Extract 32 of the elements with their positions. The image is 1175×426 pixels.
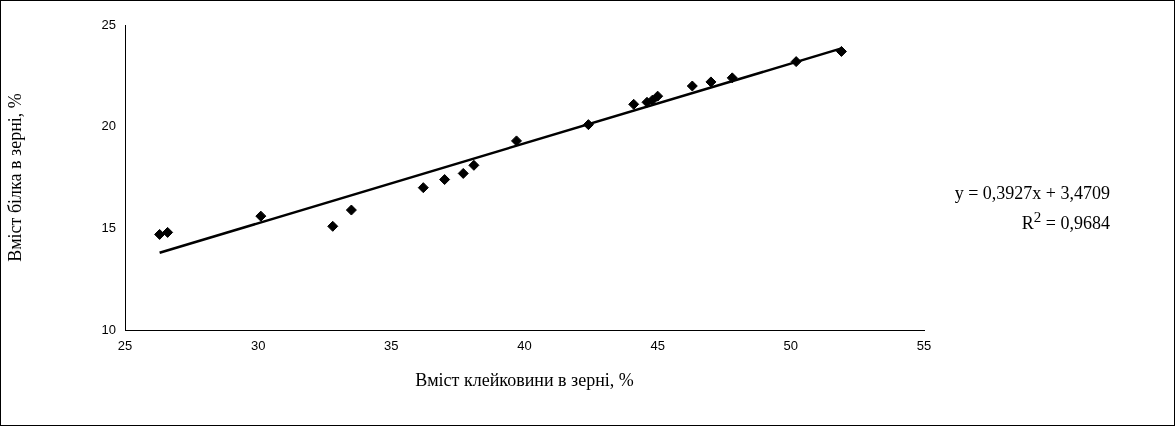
x-tick-label: 45	[650, 338, 665, 354]
point	[457, 167, 469, 179]
x-tick-label: 30	[250, 338, 266, 354]
point	[705, 76, 717, 88]
point	[417, 182, 429, 194]
point	[835, 45, 847, 57]
point	[154, 228, 166, 240]
point	[628, 98, 640, 110]
y-tick-label: 10	[101, 321, 116, 337]
x-tick-label: 55	[916, 338, 932, 354]
y-tick-label: 20	[101, 118, 116, 134]
point	[686, 80, 698, 92]
y-tick-label: 25	[101, 16, 116, 32]
text: R$^{2}$ = 0,9684	[1020, 208, 1110, 235]
y-tick-label: 15	[101, 219, 116, 235]
x-tick-label: 35	[384, 338, 399, 354]
point	[582, 119, 594, 131]
x-tick-label: 50	[783, 338, 799, 354]
point	[162, 226, 174, 238]
point	[790, 56, 802, 68]
text: y = 0,3927x + 3,4709	[954, 182, 1110, 205]
point	[255, 210, 267, 222]
y-axis-title: Вміст білка в зерні, %	[4, 93, 25, 262]
point	[439, 174, 451, 186]
x-tick-label: 25	[117, 338, 133, 354]
x-tick-label: 40	[517, 338, 532, 354]
point	[468, 159, 480, 171]
point	[327, 220, 339, 232]
x-axis-title: Вміст клейковини в зерні, %	[415, 369, 634, 390]
point	[726, 72, 738, 84]
point	[652, 90, 664, 102]
point	[345, 204, 357, 216]
